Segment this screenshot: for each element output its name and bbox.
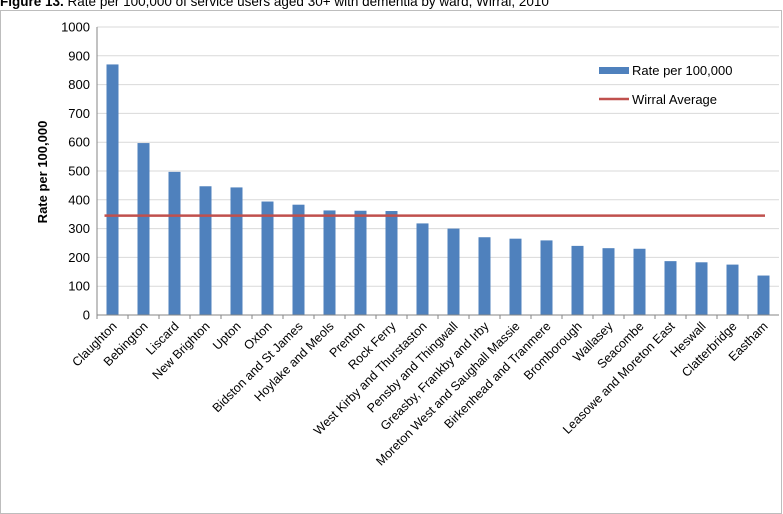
y-tick-label: 100 xyxy=(68,279,90,294)
legend: Rate per 100,000 Wirral Average xyxy=(599,63,732,107)
y-tick-label: 500 xyxy=(68,164,90,179)
bar xyxy=(509,238,522,315)
bar xyxy=(478,237,491,315)
y-tick-label: 900 xyxy=(68,48,90,63)
figure-label: Figure 13. xyxy=(0,0,64,9)
bar xyxy=(106,64,119,315)
figure-caption-text: Rate per 100,000 of service users aged 3… xyxy=(67,0,549,9)
bar xyxy=(323,210,336,315)
bar xyxy=(633,248,646,315)
bar xyxy=(354,210,367,315)
bar xyxy=(695,262,708,315)
bar xyxy=(292,204,305,315)
bar xyxy=(261,201,274,315)
bar xyxy=(726,264,739,315)
legend-label-average: Wirral Average xyxy=(632,92,717,107)
y-tick-label: 700 xyxy=(68,106,90,121)
bar xyxy=(664,261,677,315)
y-tick-label: 600 xyxy=(68,135,90,150)
y-tick-label: 200 xyxy=(68,250,90,265)
bar xyxy=(416,223,429,315)
bar xyxy=(540,240,553,315)
bar xyxy=(385,211,398,315)
axes xyxy=(96,27,779,319)
bar xyxy=(757,275,770,315)
legend-swatch-bar xyxy=(599,67,629,74)
y-axis-label: Rate per 100,000 xyxy=(35,121,50,224)
y-tick-label: 300 xyxy=(68,221,90,236)
bar xyxy=(571,245,584,315)
y-tick-label: 0 xyxy=(83,308,90,323)
x-tick-label: Upton xyxy=(210,319,244,353)
bar xyxy=(602,248,615,315)
bar xyxy=(447,228,460,315)
bar xyxy=(168,171,181,315)
y-tick-label: 800 xyxy=(68,77,90,92)
bars xyxy=(106,64,770,315)
bar xyxy=(230,187,243,315)
y-tick-labels: 0 100 200 300 400 500 600 700 800 900 1000 xyxy=(61,20,90,323)
y-tick-label: 400 xyxy=(68,192,90,207)
bar xyxy=(199,186,212,315)
y-tick-label: 1000 xyxy=(61,20,90,35)
bar xyxy=(137,143,150,315)
figure-caption: Figure 13. Rate per 100,000 of service u… xyxy=(0,0,783,10)
legend-label-rate: Rate per 100,000 xyxy=(632,63,732,78)
